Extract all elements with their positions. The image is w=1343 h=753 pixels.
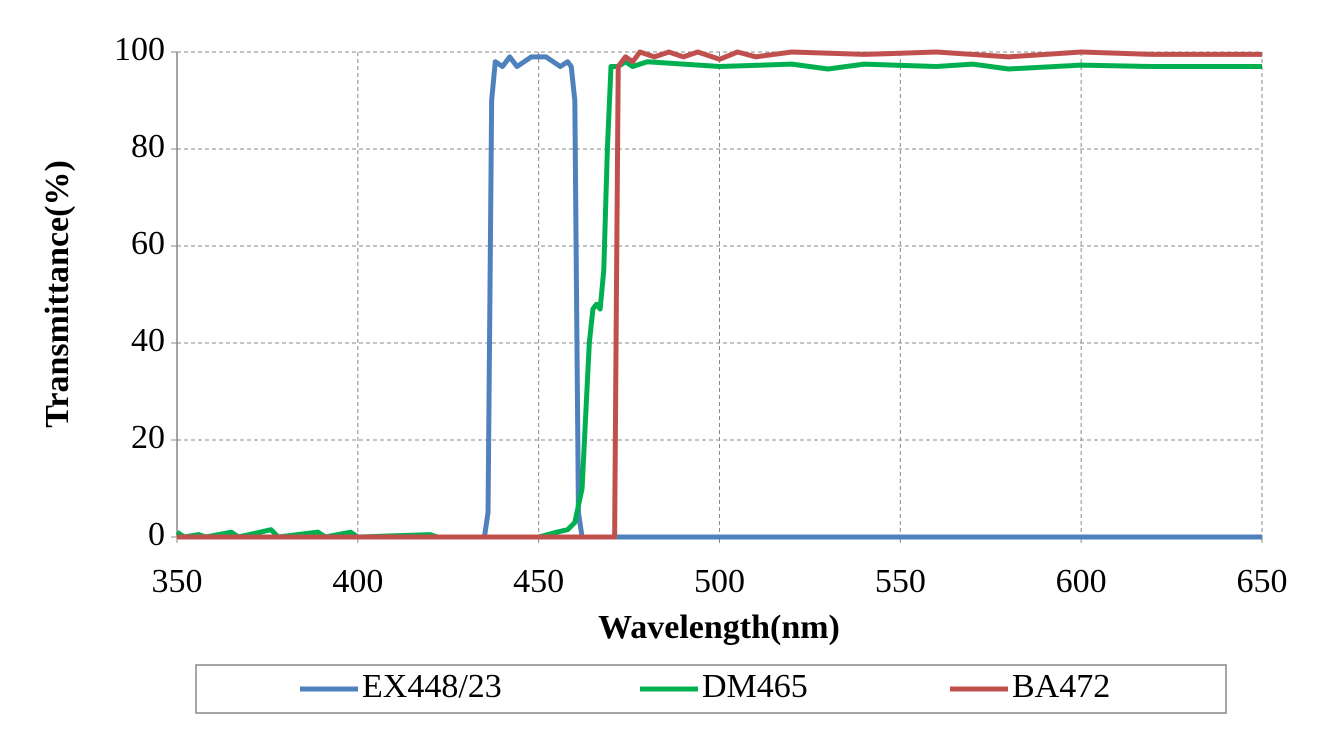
legend-box	[195, 664, 1227, 714]
y-tick-label: 0	[148, 516, 165, 553]
x-axis-title: Wavelength(nm)	[598, 609, 840, 646]
x-tick-label: 500	[694, 563, 745, 600]
x-tick-label: 400	[332, 563, 383, 600]
x-tick-label: 650	[1237, 563, 1288, 600]
y-tick-label: 60	[131, 225, 165, 262]
x-tick-label: 550	[875, 563, 926, 600]
series-line	[177, 54, 1262, 540]
y-tick-label: 40	[131, 322, 165, 359]
y-tick-label: 20	[131, 419, 165, 456]
legend-label: EX448/23	[362, 668, 502, 705]
x-tick-label: 450	[513, 563, 564, 600]
legend-label: BA472	[1012, 668, 1110, 705]
y-axis-title: Transmittance(%)	[39, 160, 76, 428]
x-tick-label: 350	[152, 563, 203, 600]
legend-label: DM465	[702, 668, 808, 705]
series-line	[177, 49, 1262, 540]
x-tick-label: 600	[1056, 563, 1107, 600]
y-tick-label: 80	[131, 128, 165, 165]
y-tick-label: 100	[114, 31, 165, 68]
